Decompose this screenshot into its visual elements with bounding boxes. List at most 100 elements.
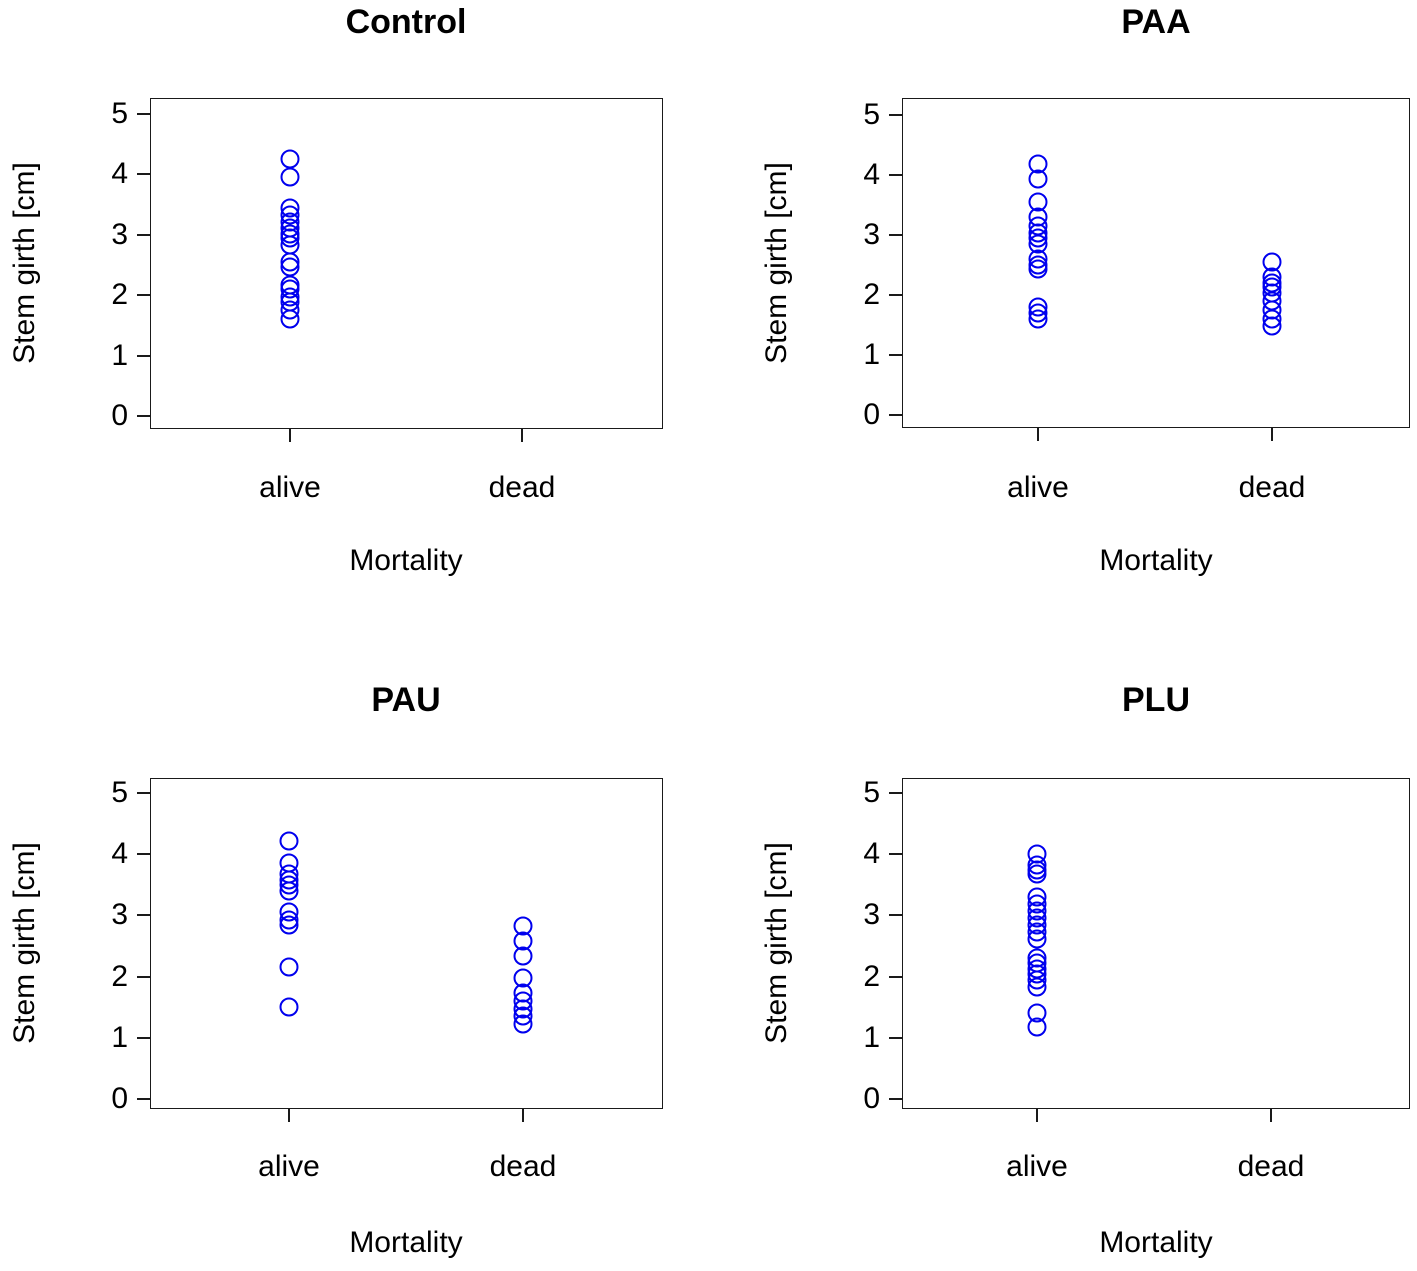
x-tick-label-alive: alive — [259, 471, 321, 504]
x-tick-label-dead: dead — [1237, 1150, 1305, 1183]
y-tick-label: 1 — [111, 1020, 128, 1054]
y-tick-label: 3 — [111, 898, 128, 932]
x-tick-mark — [1271, 428, 1273, 441]
y-tick-label: 2 — [863, 277, 880, 311]
y-tick-mark — [889, 914, 902, 917]
y-tick-mark — [137, 1098, 150, 1100]
data-point — [279, 831, 299, 851]
y-tick-label: 0 — [863, 397, 880, 431]
x-tick-label-dead: dead — [488, 471, 556, 504]
plot-area — [150, 98, 663, 429]
data-point — [1027, 929, 1047, 949]
x-tick-label-dead: dead — [489, 1150, 557, 1183]
x-tick-label-alive: alive — [258, 1150, 320, 1183]
panel-title: PAU — [371, 681, 441, 719]
panel-title: Control — [345, 3, 467, 41]
data-point — [1027, 1017, 1047, 1037]
x-axis-label: Mortality — [349, 544, 463, 577]
x-tick-mark — [288, 1109, 290, 1122]
data-point — [280, 309, 300, 329]
y-tick-label: 3 — [863, 898, 880, 932]
y-tick-mark — [137, 354, 150, 357]
x-tick-mark — [521, 429, 523, 442]
y-tick-mark — [889, 792, 902, 794]
y-tick-mark — [889, 173, 902, 176]
x-tick-mark — [1270, 1109, 1272, 1122]
x-tick-label-alive: alive — [1006, 1150, 1068, 1183]
x-axis-label: Mortality — [1099, 1226, 1213, 1259]
y-tick-mark — [889, 1036, 902, 1039]
plot-area — [150, 778, 663, 1109]
y-tick-mark — [137, 233, 150, 236]
y-tick-mark — [137, 1036, 150, 1039]
y-tick-label: 2 — [111, 959, 128, 993]
panel-title: PAA — [1121, 3, 1191, 41]
y-tick-mark — [137, 113, 150, 115]
data-point — [279, 997, 299, 1017]
data-point — [1028, 309, 1048, 328]
x-axis-label: Mortality — [349, 1226, 463, 1259]
y-tick-label: 2 — [863, 959, 880, 993]
y-tick-label: 2 — [111, 278, 128, 312]
y-tick-label: 5 — [111, 776, 128, 809]
panel-title: PLU — [1122, 681, 1190, 719]
y-tick-label: 0 — [863, 1082, 880, 1115]
y-tick-mark — [889, 293, 902, 296]
y-tick-label: 5 — [863, 776, 880, 809]
x-tick-mark — [1037, 428, 1039, 441]
data-point — [513, 946, 533, 966]
y-tick-label: 1 — [863, 1020, 880, 1054]
data-point — [279, 881, 299, 901]
data-point — [279, 957, 299, 977]
y-tick-mark — [889, 113, 902, 116]
data-point — [279, 915, 299, 935]
y-tick-mark — [889, 413, 902, 416]
x-tick-mark — [289, 429, 291, 442]
data-point — [1028, 169, 1048, 189]
y-tick-mark — [889, 233, 902, 236]
plot-area — [902, 778, 1410, 1109]
y-tick-mark — [137, 173, 150, 176]
data-point — [1262, 316, 1282, 336]
y-axis-label: Stem girth [cm] — [760, 842, 793, 1044]
y-tick-label: 1 — [111, 338, 128, 372]
data-point — [280, 149, 300, 169]
x-tick-label-dead: dead — [1238, 471, 1306, 504]
y-tick-label: 4 — [863, 157, 880, 191]
x-tick-mark — [1036, 1109, 1038, 1122]
x-tick-label-alive: alive — [1007, 471, 1069, 504]
y-tick-mark — [137, 415, 150, 417]
y-tick-mark — [137, 294, 150, 297]
y-tick-label: 4 — [111, 837, 128, 871]
y-tick-label: 5 — [111, 97, 128, 130]
y-tick-label: 4 — [863, 837, 880, 871]
y-tick-mark — [137, 914, 150, 917]
data-point — [1027, 977, 1047, 997]
data-point — [513, 1014, 533, 1034]
y-tick-mark — [137, 975, 150, 978]
y-tick-label: 4 — [111, 157, 128, 191]
y-tick-label: 3 — [863, 217, 880, 251]
y-tick-label: 0 — [111, 1082, 128, 1115]
y-tick-label: 0 — [111, 399, 128, 432]
y-tick-label: 3 — [111, 217, 128, 251]
data-point — [1028, 259, 1048, 279]
y-tick-mark — [889, 353, 902, 356]
y-tick-mark — [889, 1098, 902, 1100]
y-tick-mark — [889, 853, 902, 856]
x-axis-label: Mortality — [1099, 544, 1213, 577]
y-tick-label: 5 — [863, 97, 880, 131]
y-tick-mark — [137, 853, 150, 856]
data-point — [280, 167, 300, 187]
y-tick-mark — [889, 975, 902, 978]
x-tick-mark — [522, 1109, 524, 1122]
y-tick-label: 1 — [863, 337, 880, 371]
y-tick-mark — [137, 792, 150, 794]
data-point — [1027, 864, 1047, 884]
plot-area — [902, 98, 1410, 428]
